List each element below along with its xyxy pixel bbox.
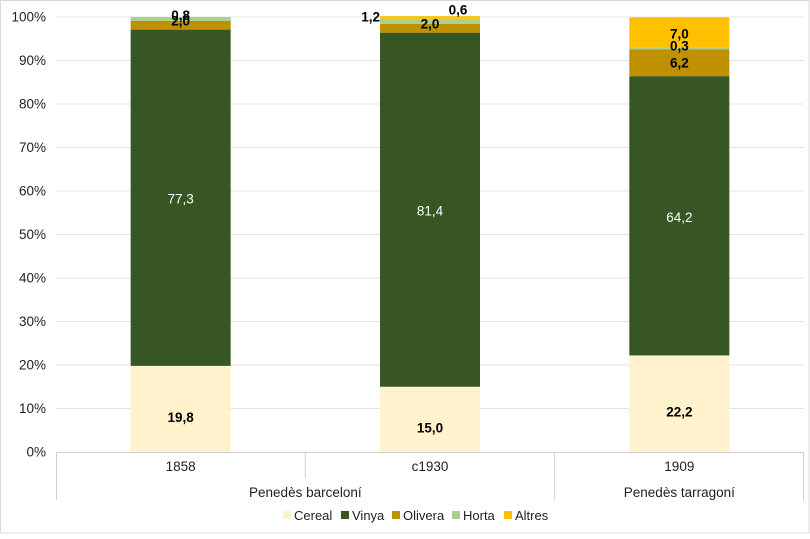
data-label: 6,2 — [670, 56, 689, 71]
y-tick-label: 0% — [26, 445, 46, 460]
y-tick-label: 70% — [19, 140, 46, 155]
x-tick-label: 1909 — [664, 459, 694, 474]
legend-swatch-altres — [504, 511, 512, 519]
data-label: 0,8 — [171, 8, 190, 23]
legend-swatch-cereal — [283, 511, 291, 519]
bar-segment-cereal — [629, 355, 729, 452]
data-label: 1,2 — [361, 9, 380, 24]
y-tick-label: 90% — [19, 53, 46, 68]
legend-label: Vinya — [352, 508, 385, 523]
legend-swatch-vinya — [341, 511, 349, 519]
y-tick-label: 10% — [19, 401, 46, 416]
bar-segment-cereal — [380, 387, 480, 452]
legend-label: Cereal — [294, 508, 332, 523]
data-label: 0,6 — [449, 2, 468, 17]
y-tick-label: 20% — [19, 358, 46, 373]
data-label: 19,8 — [168, 410, 195, 425]
y-tick-label: 50% — [19, 227, 46, 242]
y-tick-label: 60% — [19, 184, 46, 199]
y-tick-label: 80% — [19, 97, 46, 112]
data-label: 15,0 — [417, 420, 443, 435]
x-tick-label: c1930 — [412, 459, 449, 474]
legend-label: Olivera — [403, 508, 445, 523]
y-tick-label: 40% — [19, 271, 46, 286]
data-label: 64,2 — [666, 210, 692, 225]
group-label: Penedès barceloní — [249, 485, 362, 500]
data-label: 22,2 — [666, 405, 692, 420]
legend-label: Altres — [515, 508, 549, 523]
y-tick-label: 100% — [11, 10, 46, 25]
legend-label: Horta — [463, 508, 496, 523]
bar-segment-cereal — [131, 366, 231, 452]
x-tick-label: 1858 — [166, 459, 196, 474]
data-label: 7,0 — [670, 27, 689, 42]
data-label: 81,4 — [417, 204, 444, 219]
data-label: 77,3 — [168, 192, 194, 207]
group-label: Penedès tarragoní — [624, 485, 735, 500]
legend-swatch-horta — [452, 511, 460, 519]
y-tick-label: 30% — [19, 314, 46, 329]
data-label: 2,0 — [421, 16, 440, 31]
legend-swatch-olivera — [392, 511, 400, 519]
